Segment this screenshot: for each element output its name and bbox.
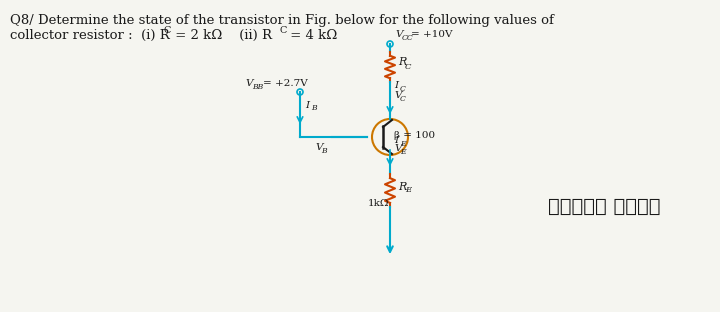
Text: CC: CC	[402, 34, 414, 42]
Text: C: C	[400, 85, 406, 93]
Text: = +10V: = +10V	[411, 30, 452, 39]
Text: collector resistor :  (i) R: collector resistor : (i) R	[10, 29, 170, 42]
Text: E: E	[405, 187, 411, 194]
Text: E: E	[400, 148, 405, 156]
Text: R: R	[398, 183, 406, 193]
Text: C: C	[400, 95, 406, 103]
Text: V: V	[394, 91, 402, 100]
Text: V: V	[395, 30, 402, 39]
Text: = 4 kΩ: = 4 kΩ	[286, 29, 337, 42]
Text: C: C	[280, 26, 287, 35]
Text: I: I	[305, 100, 309, 110]
Text: V: V	[315, 143, 323, 152]
Text: E: E	[400, 140, 405, 148]
Text: I: I	[394, 81, 398, 90]
Text: = 2 kΩ    (ii) R: = 2 kΩ (ii) R	[171, 29, 272, 42]
Text: مصطفى جواد: مصطفى جواد	[547, 198, 660, 216]
Text: I: I	[394, 136, 398, 145]
Text: V: V	[394, 144, 402, 153]
Text: 1kΩ: 1kΩ	[368, 199, 390, 208]
Text: β = 100: β = 100	[394, 130, 435, 139]
Text: C: C	[405, 63, 411, 71]
Text: R: R	[398, 57, 406, 67]
Text: B: B	[311, 105, 317, 113]
Text: Q8/ Determine the state of the transistor in Fig. below for the following values: Q8/ Determine the state of the transisto…	[10, 14, 554, 27]
Text: C: C	[164, 26, 171, 35]
Text: = +2.7V: = +2.7V	[263, 79, 307, 88]
Text: V: V	[245, 79, 253, 88]
Text: BB: BB	[252, 83, 264, 91]
Text: B: B	[321, 147, 327, 155]
